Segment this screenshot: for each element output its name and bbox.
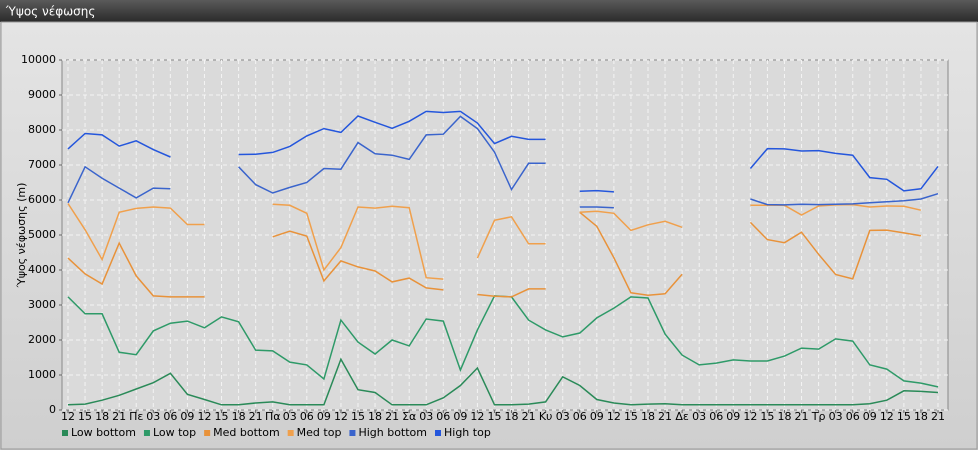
- x-tick-label: 18: [641, 410, 655, 423]
- legend-swatch: [62, 430, 68, 436]
- legend-swatch: [204, 430, 211, 436]
- y-tick-label: 0: [49, 403, 56, 416]
- x-tick-label: 06: [573, 410, 587, 423]
- x-tick-label: 21: [658, 410, 672, 423]
- x-tick-label: 21: [112, 410, 126, 423]
- x-tick-label: 18: [95, 410, 109, 423]
- y-tick-label: 4000: [28, 263, 56, 276]
- y-tick-label: 3000: [28, 298, 56, 311]
- legend-label: Low bottom: [71, 426, 136, 439]
- x-tick-label: 21: [931, 410, 945, 423]
- x-tick-label: 03: [556, 410, 570, 423]
- x-tick-label: 03: [692, 410, 706, 423]
- x-tick-label: 15: [78, 410, 92, 423]
- y-tick-label: 2000: [28, 333, 56, 346]
- x-tick-label: 15: [624, 410, 638, 423]
- x-tick-label: Πα: [265, 410, 281, 423]
- x-tick-label: Κυ: [539, 410, 553, 423]
- x-tick-label: 15: [215, 410, 229, 423]
- series-line: [67, 110, 939, 193]
- series-line: [67, 203, 922, 280]
- x-tick-label: 09: [863, 410, 877, 423]
- y-axis-label: Ύψος νέφωσης (m): [15, 183, 28, 289]
- legend-label: Med top: [297, 426, 342, 439]
- x-tick-label: 12: [880, 410, 894, 423]
- x-tick-label: 21: [795, 410, 809, 423]
- x-tick-label: 18: [914, 410, 928, 423]
- legend-swatch: [349, 430, 356, 436]
- x-tick-label: 21: [385, 410, 399, 423]
- x-tick-label: 06: [846, 410, 860, 423]
- x-tick-label: 09: [453, 410, 467, 423]
- x-tick-label: 12: [61, 410, 75, 423]
- x-tick-label: 12: [607, 410, 621, 423]
- x-tick-label: 15: [487, 410, 501, 423]
- x-tick-label: 06: [709, 410, 723, 423]
- legend-label: Low top: [153, 426, 196, 439]
- x-tick-label: 03: [829, 410, 843, 423]
- y-tick-label: 7000: [28, 158, 56, 171]
- x-tick-label: 06: [436, 410, 450, 423]
- y-tick-label: 5000: [28, 228, 56, 241]
- legend-swatch: [435, 430, 441, 436]
- series-line: [67, 115, 939, 209]
- legend-label: High top: [444, 426, 491, 439]
- x-tick-label: 12: [197, 410, 211, 423]
- x-tick-label: 18: [505, 410, 519, 423]
- x-tick-label: Πε: [129, 410, 143, 423]
- x-tick-label: 21: [249, 410, 263, 423]
- x-tick-label: 15: [351, 410, 365, 423]
- x-tick-label: 15: [760, 410, 774, 423]
- title-bar: [0, 0, 978, 22]
- y-tick-label: 8000: [28, 123, 56, 136]
- y-tick-label: 10000: [21, 53, 56, 66]
- x-tick-label: 09: [726, 410, 740, 423]
- series-line: [67, 357, 939, 406]
- x-tick-label: 12: [470, 410, 484, 423]
- x-tick-label: Δε: [675, 410, 689, 423]
- legend-label: Med bottom: [213, 426, 280, 439]
- y-tick-label: 6000: [28, 193, 56, 206]
- x-tick-label: 03: [419, 410, 433, 423]
- legend-label: High bottom: [358, 426, 427, 439]
- x-tick-label: 18: [777, 410, 791, 423]
- x-tick-label: 21: [522, 410, 536, 423]
- legend-swatch: [143, 430, 150, 436]
- x-tick-label: 15: [897, 410, 911, 423]
- x-tick-label: 03: [146, 410, 160, 423]
- x-tick-label: 06: [163, 410, 177, 423]
- x-tick-label: 09: [317, 410, 331, 423]
- x-tick-label: 06: [300, 410, 314, 423]
- legend-swatch: [287, 430, 294, 436]
- x-tick-label: 18: [368, 410, 382, 423]
- x-tick-label: Σα: [402, 410, 416, 423]
- x-tick-label: 09: [180, 410, 194, 423]
- x-tick-label: 03: [283, 410, 297, 423]
- series-line: [67, 211, 922, 298]
- x-tick-label: 09: [590, 410, 604, 423]
- chart-title: Ύψος νέφωσης: [5, 5, 95, 19]
- y-tick-label: 1000: [28, 368, 56, 381]
- x-tick-label: 12: [743, 410, 757, 423]
- x-tick-label: Τρ: [811, 410, 826, 423]
- y-tick-label: 9000: [28, 88, 56, 101]
- x-tick-label: 12: [334, 410, 348, 423]
- x-tick-label: 18: [232, 410, 246, 423]
